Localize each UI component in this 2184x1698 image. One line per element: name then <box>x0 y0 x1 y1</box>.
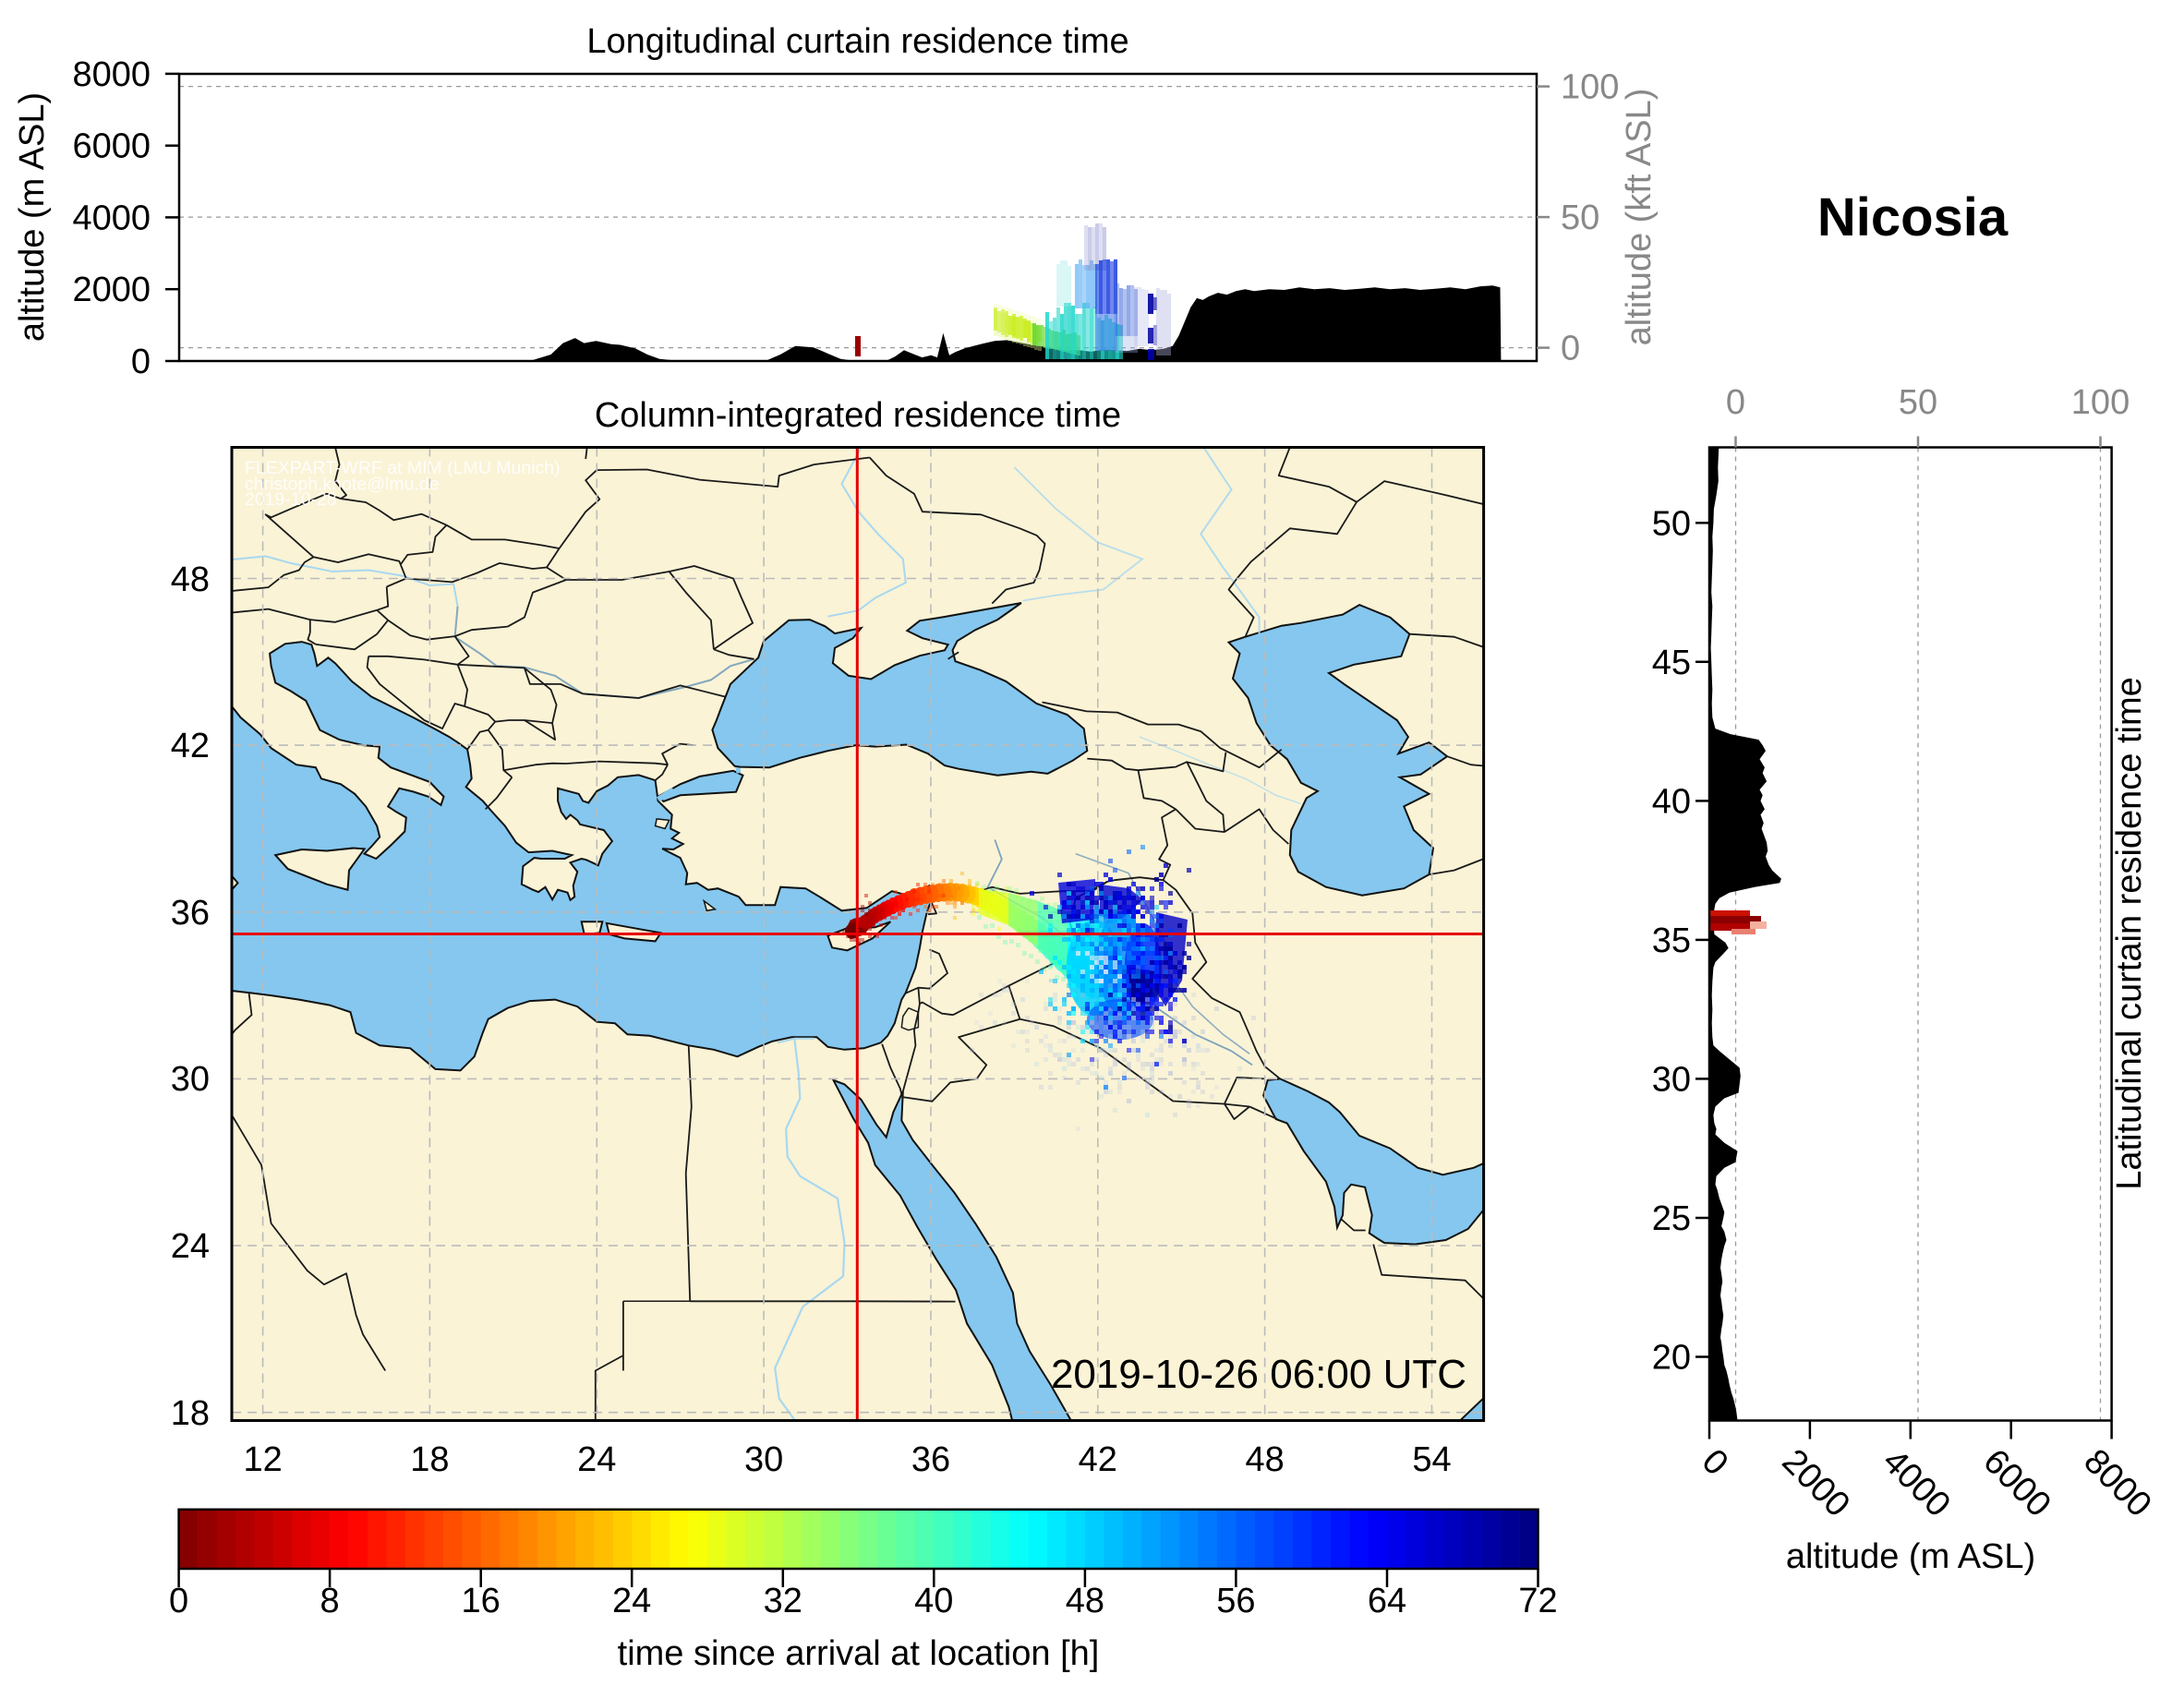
svg-text:50: 50 <box>1652 504 1691 543</box>
svg-text:56: 56 <box>1216 1582 1255 1620</box>
svg-text:30: 30 <box>171 1060 210 1099</box>
svg-text:time since arrival at location: time since arrival at location [h] <box>618 1634 1100 1673</box>
svg-text:30: 30 <box>1652 1060 1691 1099</box>
svg-text:altitude (m ASL): altitude (m ASL) <box>13 92 52 342</box>
svg-text:54: 54 <box>1412 1440 1451 1479</box>
svg-text:42: 42 <box>171 727 210 765</box>
svg-text:45: 45 <box>1652 644 1691 682</box>
svg-text:42: 42 <box>1079 1440 1117 1479</box>
svg-text:christoph.knote@lmu.de: christoph.knote@lmu.de <box>245 475 440 495</box>
svg-text:48: 48 <box>1066 1582 1104 1620</box>
svg-text:8000: 8000 <box>72 55 151 94</box>
svg-text:40: 40 <box>1652 782 1691 821</box>
svg-text:25: 25 <box>1652 1199 1691 1238</box>
svg-text:4000: 4000 <box>72 199 151 237</box>
svg-text:64: 64 <box>1368 1582 1406 1620</box>
svg-text:24: 24 <box>577 1440 616 1479</box>
svg-text:0: 0 <box>169 1582 188 1620</box>
svg-text:32: 32 <box>764 1582 802 1620</box>
svg-text:20: 20 <box>1652 1339 1691 1378</box>
svg-text:0: 0 <box>131 343 151 381</box>
svg-text:2019-10-28: 2019-10-28 <box>245 489 337 510</box>
svg-text:0: 0 <box>1561 330 1580 368</box>
svg-text:Longitudinal curtain residence: Longitudinal curtain residence time <box>586 22 1128 61</box>
svg-text:18: 18 <box>171 1394 210 1433</box>
svg-text:16: 16 <box>462 1582 501 1620</box>
svg-text:24: 24 <box>612 1582 651 1620</box>
svg-text:altitude (m ASL): altitude (m ASL) <box>1786 1537 2035 1576</box>
svg-text:Latitudinal curtain residence: Latitudinal curtain residence time <box>2110 677 2149 1190</box>
svg-text:18: 18 <box>410 1440 449 1479</box>
svg-text:35: 35 <box>1652 921 1691 960</box>
svg-text:2019-10-26 06:00 UTC: 2019-10-26 06:00 UTC <box>1051 1352 1466 1397</box>
svg-text:FLEXPART-WRF at MIM (LMU Munic: FLEXPART-WRF at MIM (LMU Munich) <box>245 458 561 478</box>
svg-text:100: 100 <box>1561 68 1619 107</box>
svg-text:30: 30 <box>744 1440 783 1479</box>
svg-text:0: 0 <box>1726 383 1745 422</box>
svg-text:Nicosia: Nicosia <box>1817 187 2009 247</box>
svg-text:12: 12 <box>243 1440 282 1479</box>
svg-text:48: 48 <box>1245 1440 1284 1479</box>
svg-text:40: 40 <box>914 1582 953 1620</box>
svg-text:50: 50 <box>1899 383 1937 422</box>
svg-text:8: 8 <box>320 1582 340 1620</box>
svg-text:24: 24 <box>171 1227 210 1266</box>
svg-text:Column-integrated residence ti: Column-integrated residence time <box>595 396 1121 435</box>
svg-text:48: 48 <box>171 560 210 599</box>
svg-text:altitude (kft ASL): altitude (kft ASL) <box>1620 89 1659 346</box>
svg-text:36: 36 <box>911 1440 950 1479</box>
svg-text:100: 100 <box>2071 383 2130 422</box>
svg-text:6000: 6000 <box>72 127 151 166</box>
svg-text:72: 72 <box>1518 1582 1557 1620</box>
svg-text:50: 50 <box>1561 199 1599 237</box>
svg-text:36: 36 <box>171 894 210 933</box>
svg-text:2000: 2000 <box>72 271 151 309</box>
